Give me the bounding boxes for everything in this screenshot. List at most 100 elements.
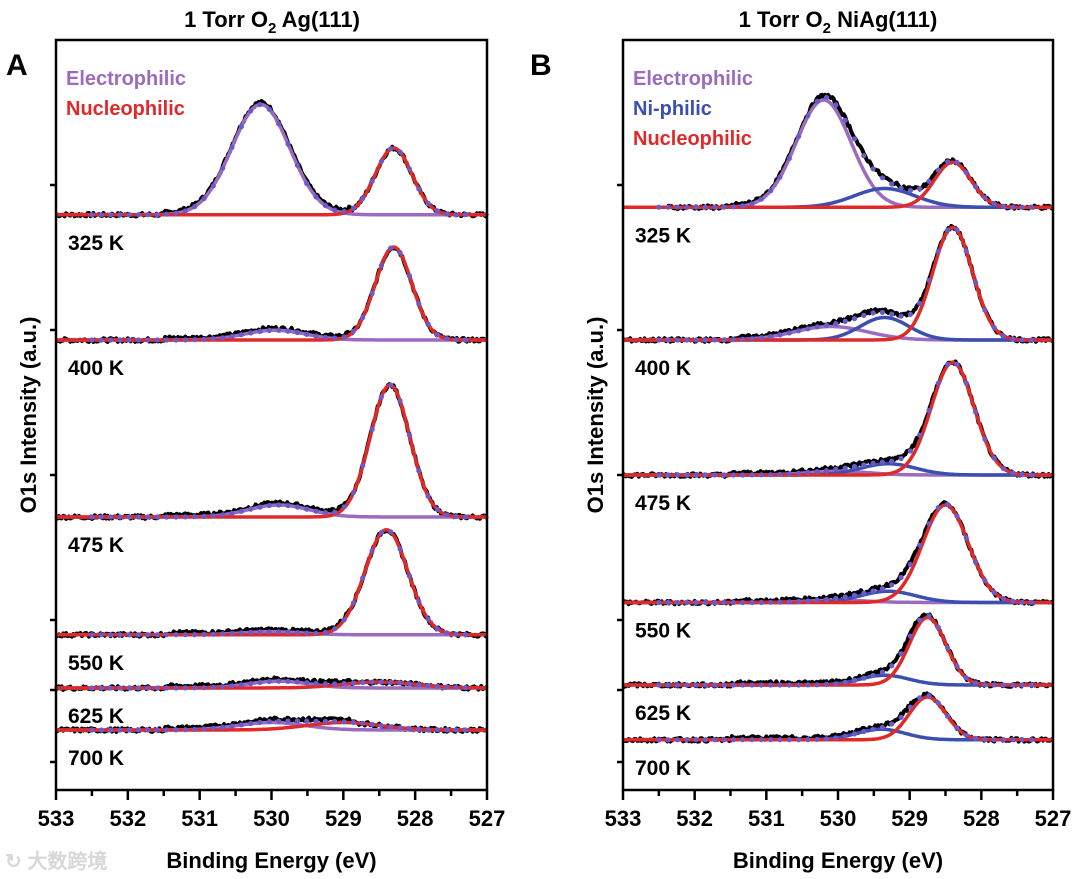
fit-envelope-point [397, 680, 403, 686]
fit-envelope-point [444, 727, 450, 733]
temperature-label: 475 K [68, 534, 124, 557]
fit-envelope-point [954, 513, 960, 519]
fit-envelope-point [712, 682, 718, 688]
fit-envelope-point [879, 586, 886, 592]
fit-envelope-point [684, 204, 690, 210]
fit-envelope-point [136, 632, 142, 638]
fit-envelope-point [786, 471, 792, 477]
fit-envelope-point [182, 208, 188, 214]
fit-envelope-point [926, 693, 932, 699]
fit-envelope-point [758, 472, 764, 478]
fit-envelope-point [935, 505, 941, 511]
fit-envelope-point [229, 630, 235, 637]
fit-envelope-point [388, 146, 394, 152]
fit-envelope-point [350, 719, 356, 726]
fit-envelope-point [350, 680, 356, 686]
fit-envelope-point [444, 684, 450, 690]
fit-envelope-point [945, 227, 951, 233]
fit-envelope-point [749, 682, 755, 688]
fit-envelope-point [889, 458, 895, 464]
fit-envelope-point [1028, 599, 1035, 606]
fit-envelope-point [360, 575, 366, 581]
fit-envelope-point [889, 721, 895, 727]
fit-envelope-point [294, 504, 300, 510]
fit-envelope-point [117, 685, 123, 691]
fit-envelope-point [1010, 336, 1016, 342]
fit-envelope-point [425, 616, 431, 622]
fit-envelope-point [369, 426, 375, 432]
fit-envelope-point [917, 186, 923, 192]
fit-envelope-point [416, 301, 422, 307]
fit-envelope-point [861, 153, 867, 159]
fit-envelope-point [294, 162, 300, 168]
fit-envelope-point [963, 732, 969, 738]
fit-envelope-point [665, 472, 671, 478]
fit-envelope-point [730, 682, 737, 688]
fit-envelope-point [257, 719, 263, 726]
fit-envelope-point [898, 651, 904, 657]
fit-envelope-point [991, 589, 997, 596]
fit-envelope-point [721, 599, 727, 606]
fit-envelope-point [126, 514, 132, 520]
fit-envelope-point [360, 195, 366, 202]
fit-envelope-point [935, 167, 941, 173]
fit-envelope-point [991, 737, 997, 743]
fit-envelope-point [136, 337, 142, 343]
fit-envelope-point [907, 704, 914, 710]
fit-envelope-point [220, 165, 226, 171]
fit-envelope-point [462, 337, 468, 343]
fit-envelope-point [851, 677, 858, 684]
fit-envelope-point [991, 455, 997, 461]
x-tick-label: 527 [1035, 806, 1072, 831]
fit-envelope-point [248, 629, 254, 636]
fit-envelope-point [786, 599, 792, 605]
fit-envelope-point [285, 678, 291, 684]
fit-envelope-point [963, 248, 969, 254]
fit-envelope-point [229, 510, 235, 516]
title-text: 1 Torr O [184, 7, 268, 32]
fit-envelope-point [749, 336, 755, 342]
fit-envelope-point [304, 331, 310, 337]
fit-envelope-point [444, 512, 450, 518]
fit-envelope-point [740, 682, 746, 688]
fit-envelope-point [693, 682, 699, 688]
fit-envelope-point [1000, 333, 1007, 339]
fit-envelope-point [154, 337, 160, 343]
temperature-label: 625 K [68, 705, 124, 728]
fit-envelope-point [758, 682, 764, 688]
fit-envelope-point [285, 629, 291, 635]
fit-envelope-point [341, 208, 347, 214]
fit-envelope-point [332, 718, 338, 725]
fit-envelope-point [889, 181, 895, 187]
fit-envelope-point [712, 472, 718, 478]
fit-envelope-point [796, 737, 802, 743]
fit-envelope-point [164, 211, 170, 217]
fit-envelope-point [870, 672, 876, 679]
fit-envelope-point [721, 682, 727, 688]
fit-envelope-point [453, 337, 459, 343]
fit-envelope-point [388, 679, 394, 685]
fit-envelope-point [145, 727, 151, 733]
panel-B: 1 Torr O2 NiAg(111) B 325 K 400 K 475 K 550 K… [530, 7, 1071, 873]
fit-envelope-point [973, 559, 979, 565]
fit-envelope-point [1019, 682, 1025, 688]
fit-envelope-point [154, 212, 160, 218]
fit-envelope-point [126, 337, 132, 343]
fit-envelope-point [108, 337, 114, 343]
fit-envelope-point [136, 212, 142, 218]
fit-envelope-point [201, 726, 207, 732]
fit-envelope-point [786, 330, 792, 336]
fit-envelope-point [982, 681, 988, 688]
fit-envelope-point [108, 212, 114, 218]
fit-envelope-point [870, 166, 876, 172]
fit-envelope-point [684, 682, 690, 688]
fit-envelope-point [154, 632, 160, 638]
fit-envelope-point [777, 471, 783, 477]
fit-envelope-point [462, 632, 468, 638]
fit-envelope-point [842, 318, 848, 324]
x-tick-label: 533 [38, 806, 75, 831]
x-tick-label: 530 [820, 806, 857, 831]
fit-envelope-point [1019, 471, 1025, 478]
fit-envelope-point [945, 713, 951, 719]
spectrum-475K: 475 K [621, 359, 1055, 515]
